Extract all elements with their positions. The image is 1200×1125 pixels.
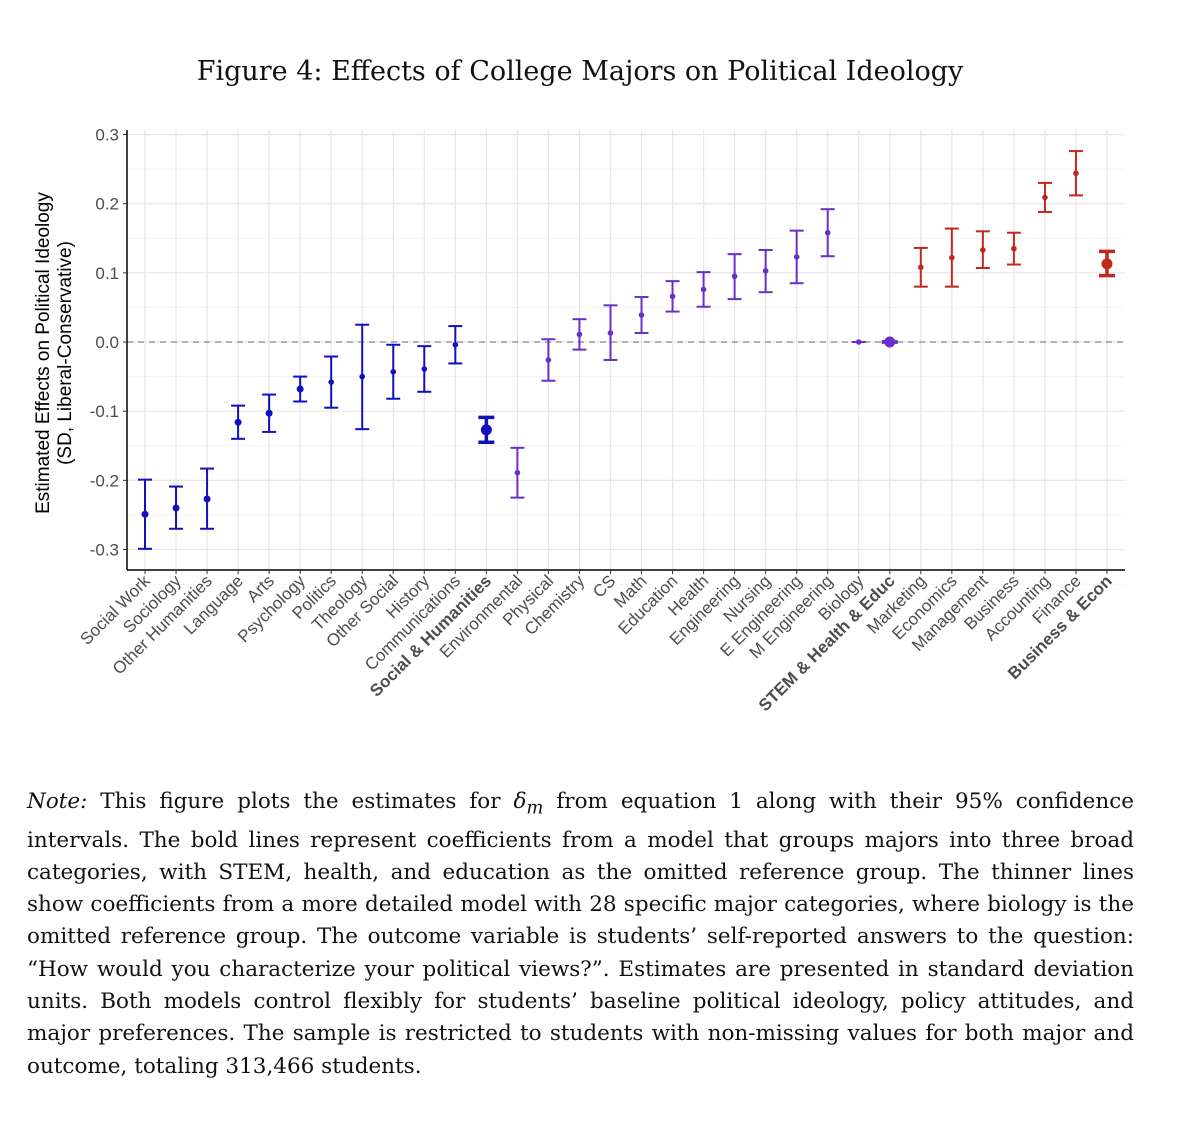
error-bar-chart: 0.3 0.2 0.1 0.0 -0.1 -0.2 -0.3 Estimated Effect… xyxy=(33,125,1125,715)
y-tick-label: 0.2 xyxy=(95,195,119,214)
y-tick-label: -0.1 xyxy=(90,402,119,421)
error-bar-accounting xyxy=(1037,181,1052,213)
point-estimate xyxy=(265,409,273,417)
point-estimate xyxy=(421,366,428,372)
error-bar-sociology xyxy=(169,485,184,530)
error-bar-business-econ xyxy=(1099,249,1115,278)
error-bar-communications xyxy=(448,325,463,365)
point-estimate xyxy=(203,495,211,503)
point-estimate xyxy=(1011,245,1017,252)
point-estimate xyxy=(762,267,769,274)
error-bar-cs xyxy=(603,304,618,361)
error-bar-health xyxy=(696,271,711,308)
error-bar-social-work xyxy=(138,478,152,550)
point-estimate xyxy=(390,368,397,375)
figure-note: Note: This figure plots the estimates fo… xyxy=(27,786,1134,1083)
point-estimate xyxy=(884,336,896,348)
y-axis-label: Estimated Effects on Political Ideology(… xyxy=(33,192,76,514)
note-body: from equation 1 along with their 95% con… xyxy=(27,789,1134,1079)
point-estimate xyxy=(141,510,149,518)
point-estimate xyxy=(980,247,986,253)
point-estimate xyxy=(328,379,334,385)
y-tick-label: -0.3 xyxy=(90,541,119,560)
y-tick-label: 0.3 xyxy=(95,125,119,144)
point-estimate xyxy=(514,469,521,476)
error-bar-nursing xyxy=(758,249,773,294)
error-bar-history xyxy=(417,345,432,393)
error-bar-education xyxy=(665,280,680,313)
point-estimate xyxy=(918,264,924,271)
error-bar-other-social xyxy=(386,343,401,400)
error-bar-arts xyxy=(262,393,277,433)
point-estimate xyxy=(949,254,955,261)
error-bar-social-humanities xyxy=(478,415,495,445)
point-estimate xyxy=(545,357,552,363)
note-symbol: δ xyxy=(513,789,527,814)
error-bar-politics xyxy=(324,355,339,409)
point-estimate xyxy=(480,424,492,436)
y-tick-label: -0.2 xyxy=(90,471,119,490)
point-estimate xyxy=(700,286,707,293)
error-bar-stem-health-educ xyxy=(881,336,898,348)
point-estimate xyxy=(576,331,583,338)
point-estimate xyxy=(1042,194,1048,201)
error-bar-physical xyxy=(541,338,556,382)
y-axis-label-line2: (SD, Liberal-Conservative) xyxy=(55,241,76,465)
point-estimate xyxy=(296,385,304,393)
error-bar-e-engineering xyxy=(789,229,804,285)
y-axis-label-line1: Estimated Effects on Political Ideology xyxy=(33,192,54,514)
error-bar-biology xyxy=(851,339,866,345)
error-bar-chemistry xyxy=(572,318,587,351)
point-estimate xyxy=(234,418,242,426)
y-tick-label: 0.0 xyxy=(95,333,119,352)
error-bar-theology xyxy=(355,323,370,431)
error-bar-m-engineering xyxy=(820,208,835,258)
note-pre: This figure plots the estimates for xyxy=(87,789,514,814)
point-estimate xyxy=(452,341,459,348)
point-estimate xyxy=(172,504,180,512)
point-estimate xyxy=(731,273,738,280)
error-bar-environmental xyxy=(510,446,525,499)
point-estimate xyxy=(638,312,645,318)
error-bar-marketing xyxy=(913,246,928,288)
point-estimate xyxy=(669,293,676,300)
note-lead: Note: xyxy=(27,789,88,814)
note-subscript: m xyxy=(526,797,544,819)
error-bar-language xyxy=(231,404,246,440)
error-bar-engineering xyxy=(727,253,742,301)
y-tick-label: 0.1 xyxy=(95,264,119,283)
point-estimate xyxy=(824,229,831,236)
figure-title: Figure 4: Effects of College Majors on P… xyxy=(196,56,964,87)
point-estimate xyxy=(359,373,366,380)
point-estimate xyxy=(855,339,862,345)
error-bar-math xyxy=(634,296,649,335)
point-estimate xyxy=(1101,258,1113,270)
error-bar-finance xyxy=(1068,150,1083,197)
error-bar-psychology xyxy=(293,375,308,403)
point-estimate xyxy=(607,330,614,336)
point-estimate xyxy=(793,254,800,260)
error-bar-economics xyxy=(944,227,959,288)
point-estimate xyxy=(1073,170,1079,177)
error-bar-other-humanities xyxy=(200,467,215,530)
error-bar-management xyxy=(975,230,990,269)
error-bar-business xyxy=(1006,231,1021,266)
